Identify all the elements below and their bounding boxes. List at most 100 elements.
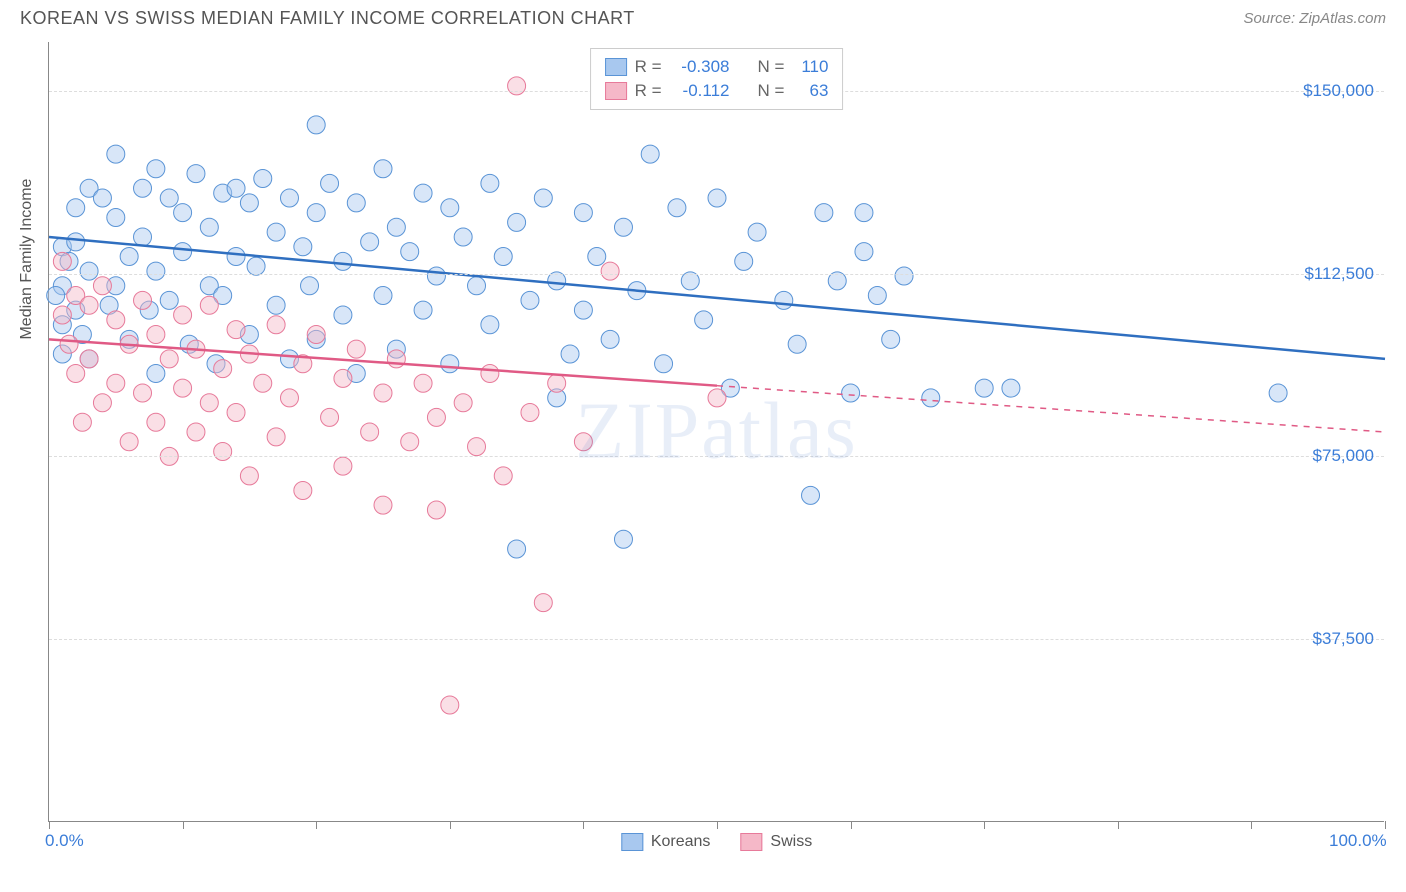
scatter-point [414,301,432,319]
x-tick [583,821,584,829]
scatter-point [107,374,125,392]
scatter-point [307,204,325,222]
scatter-point [508,77,526,95]
scatter-point [321,174,339,192]
x-tick [984,821,985,829]
scatter-point [401,243,419,261]
scatter-point [67,365,85,383]
r-label: R = [635,57,662,77]
scatter-point [174,204,192,222]
scatter-point [60,335,78,353]
scatter-point [174,306,192,324]
scatter-point [468,277,486,295]
x-tick [1251,821,1252,829]
scatter-point [280,389,298,407]
scatter-point [414,374,432,392]
swatch-swiss [605,82,627,100]
scatter-point [882,330,900,348]
scatter-point [374,160,392,178]
chart-plot-area: ZIPatlas R = -0.308 N = 110 R = -0.112 N… [48,42,1384,822]
x-tick [851,821,852,829]
x-tick-label: 100.0% [1329,831,1387,851]
scatter-point [548,272,566,290]
scatter-point [842,384,860,402]
scatter-point [828,272,846,290]
scatter-point [574,204,592,222]
scatter-point [134,228,152,246]
scatter-point [574,433,592,451]
scatter-point [227,179,245,197]
swatch-swiss-bottom [740,833,762,851]
scatter-point [80,262,98,280]
y-tick-label: $112,500 [1304,264,1374,284]
scatter-point [267,316,285,334]
y-tick-label: $75,000 [1313,446,1374,466]
chart-title: KOREAN VS SWISS MEDIAN FAMILY INCOME COR… [20,8,635,29]
scatter-point [214,443,232,461]
gridline [49,639,1384,640]
scatter-point [93,189,111,207]
scatter-point [187,423,205,441]
scatter-point [561,345,579,363]
legend-label-koreans: Koreans [651,833,711,851]
scatter-point [214,360,232,378]
scatter-point [534,189,552,207]
scatter-point [414,184,432,202]
scatter-point [868,287,886,305]
scatter-point [307,326,325,344]
scatter-point [601,262,619,280]
scatter-point [387,350,405,368]
scatter-point [361,233,379,251]
x-tick [316,821,317,829]
scatter-point [160,189,178,207]
x-tick [49,821,50,829]
scatter-point [334,457,352,475]
scatter-point [107,209,125,227]
y-axis-title: Median Family Income [18,179,36,340]
scatter-point [93,277,111,295]
y-tick-label: $37,500 [1313,629,1374,649]
scatter-point [187,165,205,183]
scatter-point [788,335,806,353]
scatter-point [147,262,165,280]
legend-item-swiss: Swiss [740,833,812,851]
swatch-koreans-bottom [621,833,643,851]
scatter-point [574,301,592,319]
n-value-swiss: 63 [792,81,828,101]
scatter-point [802,486,820,504]
scatter-point [120,433,138,451]
scatter-point [374,287,392,305]
y-tick-label: $150,000 [1303,81,1374,101]
scatter-point [401,433,419,451]
scatter-point [427,501,445,519]
x-tick [183,821,184,829]
scatter-point [1269,384,1287,402]
scatter-point [454,394,472,412]
x-tick [1385,821,1386,829]
scatter-point [895,267,913,285]
legend-bottom: Koreans Swiss [621,833,812,851]
x-tick [1118,821,1119,829]
scatter-point [521,404,539,422]
scatter-point [301,277,319,295]
scatter-point [200,218,218,236]
scatter-point [67,233,85,251]
scatter-point [147,413,165,431]
scatter-point [107,145,125,163]
scatter-point [748,223,766,241]
scatter-point [73,413,91,431]
scatter-point [387,218,405,236]
scatter-point [374,496,392,514]
scatter-point [775,291,793,309]
r-label: R = [635,81,662,101]
scatter-point [361,423,379,441]
scatter-point [174,379,192,397]
scatter-point [307,116,325,134]
scatter-point [521,291,539,309]
gridline [49,456,1384,457]
scatter-point [294,482,312,500]
scatter-point [267,223,285,241]
scatter-point [240,194,258,212]
scatter-point [655,355,673,373]
n-label: N = [758,81,785,101]
